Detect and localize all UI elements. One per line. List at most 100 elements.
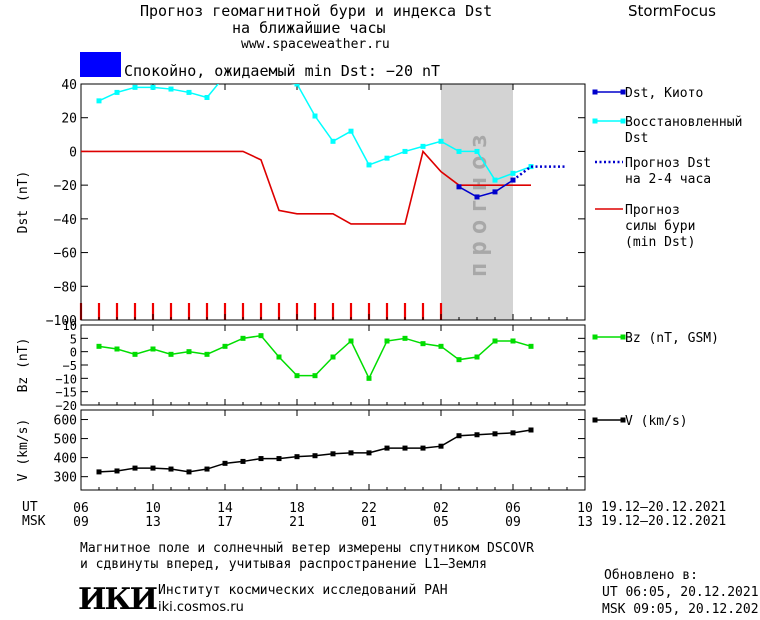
y-tick-label: −10: [55, 372, 77, 386]
data-point: [438, 343, 444, 349]
data-point: [492, 189, 498, 195]
y-tick-label: −100: [46, 314, 77, 329]
data-point: [492, 338, 498, 344]
data-point: [96, 343, 102, 349]
y-tick-label: 20: [61, 112, 77, 127]
data-point: [223, 73, 228, 78]
status-text: Спокойно, ожидаемый min Dst: −20 nT: [124, 62, 441, 80]
x-tick-label-ut: 14: [217, 501, 233, 516]
data-point: [150, 346, 156, 352]
institute-url[interactable]: iki.cosmos.ru: [158, 600, 244, 615]
iki-logo[interactable]: ИКИ: [78, 582, 158, 617]
ut-date-range: 19.12–20.12.2021: [601, 500, 727, 515]
note-line1: Магнитное поле и солнечный ветер измерен…: [80, 541, 534, 556]
series-line: [98, 334, 532, 381]
data-point: [474, 148, 480, 154]
legend-marker: [620, 89, 626, 95]
data-point: [474, 432, 480, 438]
data-point: [204, 94, 210, 100]
data-point: [330, 354, 336, 360]
data-point: [114, 89, 120, 95]
y-tick-label: 0: [69, 145, 77, 160]
x-tick-label-ut: 06: [505, 501, 521, 516]
series-line: [458, 179, 514, 198]
data-point: [510, 338, 516, 344]
y-tick-label: −60: [54, 247, 77, 262]
data-point: [348, 450, 354, 456]
data-point: [438, 138, 444, 144]
data-point: [402, 335, 408, 341]
legend-marker: [592, 334, 598, 340]
msk-axis-label: MSK: [22, 514, 46, 529]
site-url[interactable]: www.spaceweather.ru: [241, 37, 390, 52]
legend-marker: [592, 417, 598, 423]
legend-marker: [620, 417, 626, 423]
data-point: [420, 445, 426, 451]
series-line: [98, 429, 532, 473]
updated-msk: MSK 09:05, 20.12.2021: [602, 602, 760, 617]
data-point: [330, 451, 336, 457]
legend-marker: [592, 118, 598, 124]
legend-label: на 2-4 часа: [625, 172, 711, 187]
panel-frame: [80, 324, 586, 406]
data-point: [312, 453, 318, 459]
data-point: [384, 155, 390, 161]
series-group: [96, 427, 534, 475]
data-point: [474, 194, 480, 200]
data-point: [402, 148, 408, 154]
data-point: [96, 98, 102, 104]
series-storm-strength: [81, 149, 531, 225]
data-point: [510, 177, 516, 183]
data-point: [456, 433, 462, 439]
data-point: [492, 177, 498, 183]
status-swatch: [80, 52, 121, 77]
data-point: [276, 456, 282, 462]
chart-title-line1: Прогноз геомагнитной бури и индекса Dst: [140, 2, 493, 20]
legend-label: Dst, Киото: [625, 86, 703, 101]
legend-label: Прогноз Dst: [625, 156, 711, 171]
data-point: [366, 450, 372, 456]
data-point: [366, 162, 372, 168]
data-point: [168, 86, 174, 92]
legend-label: V (km/s): [625, 414, 688, 429]
data-point: [438, 443, 444, 449]
series-line: [98, 84, 532, 182]
x-tick-label-ut: 10: [145, 501, 161, 516]
y-tick-label: 40: [61, 78, 77, 93]
data-point: [240, 458, 246, 464]
forecast-band: [441, 84, 513, 320]
msk-date-range: 19.12–20.12.2021: [601, 514, 727, 529]
legend-label: Восстановленный: [625, 115, 742, 130]
data-point: [456, 184, 462, 190]
data-point: [492, 431, 498, 437]
data-point: [222, 460, 228, 466]
y-axis-label: V (km/s): [16, 419, 31, 482]
y-tick-label: 5: [70, 332, 77, 346]
updated-ut: UT 06:05, 20.12.2021: [602, 585, 759, 600]
series-group: [512, 165, 567, 182]
x-tick-label-ut: 22: [361, 501, 377, 516]
y-tick-label: 600: [54, 414, 77, 429]
institute-name: Институт космических исследований РАН: [158, 583, 448, 598]
series-reconstructed-dst: [96, 73, 534, 183]
data-point: [132, 465, 138, 471]
legend-label: Bz (nT, GSM): [625, 331, 719, 346]
data-point: [168, 466, 174, 472]
y-tick-label: 400: [54, 452, 77, 467]
data-point: [348, 128, 354, 134]
data-point: [258, 456, 264, 462]
data-point: [510, 430, 516, 436]
legend-marker: [620, 118, 626, 124]
x-tick-label-msk: 13: [577, 515, 593, 530]
y-tick-label: −20: [54, 179, 77, 194]
data-point: [294, 373, 300, 379]
chart-title-line2: на ближайшие часы: [232, 19, 386, 37]
series-group: [456, 177, 516, 200]
data-point: [294, 84, 300, 87]
data-point: [474, 354, 480, 360]
data-point: [132, 351, 138, 357]
y-tick-label: −20: [55, 399, 77, 413]
y-tick-label: 500: [54, 433, 77, 448]
data-point: [150, 84, 156, 90]
y-axis-label: Dst (nT): [16, 171, 31, 234]
